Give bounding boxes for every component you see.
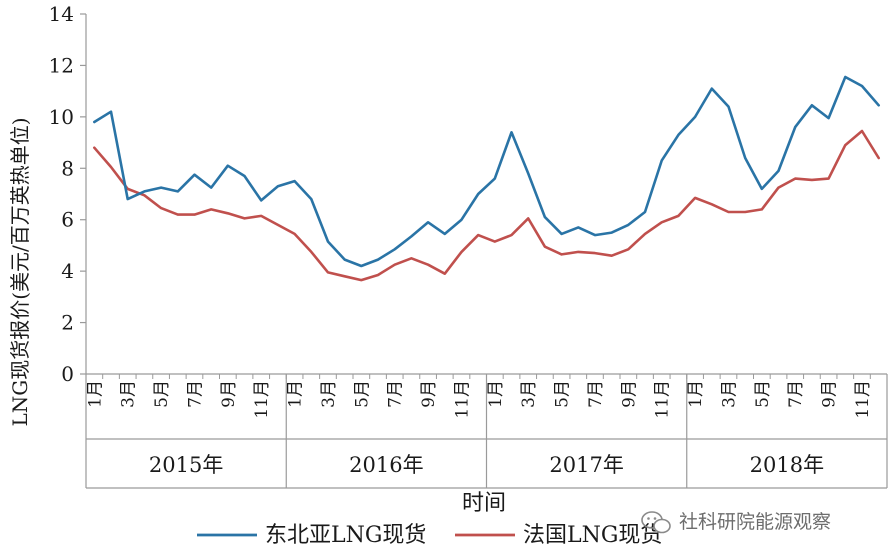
x-tick-label: 3月	[719, 380, 739, 408]
x-tick-label: 1月	[686, 380, 706, 408]
x-tick-label: 3月	[519, 380, 539, 408]
series-line	[93, 75, 881, 268]
x-tick-label: 7月	[586, 380, 606, 408]
wechat-icon	[641, 511, 671, 534]
x-tick-label: 11月	[853, 380, 873, 419]
y-tick-label: 4	[61, 259, 74, 283]
x-tick-label: 5月	[753, 380, 773, 408]
year-label: 2015年	[149, 453, 223, 477]
x-tick-label: 9月	[820, 380, 840, 408]
year-label: 2017年	[549, 453, 623, 477]
series-lines	[93, 75, 881, 282]
y-tick-label: 10	[49, 105, 74, 129]
x-tick-label: 1月	[486, 380, 506, 408]
y-tick-label: 2	[61, 311, 74, 335]
y-tick-label: 0	[61, 362, 74, 386]
legend-label: 法国LNG现货	[523, 523, 662, 548]
axes	[85, 14, 888, 489]
x-tick-label: 11月	[653, 380, 673, 419]
y-ticks: 0 2 4 6 8 10 12 14	[49, 2, 86, 386]
x-ticks: 1月 3月 5月 7月 9月 11月 2015年 1月 3月 5月 7月 9月 11月 2016年 1月 3月…	[85, 380, 873, 477]
year-label: 2016年	[349, 453, 423, 477]
x-tick-label: 7月	[386, 380, 406, 408]
x-tick-label: 7月	[185, 380, 205, 408]
x-tick-label: 11月	[252, 380, 272, 419]
x-tick-label: 5月	[553, 380, 573, 408]
y-tick-label: 8	[61, 156, 74, 180]
x-tick-label: 3月	[319, 380, 339, 408]
x-tick-label: 9月	[419, 380, 439, 408]
x-tick-label: 9月	[619, 380, 639, 408]
series-line	[93, 129, 881, 282]
year-label: 2018年	[750, 453, 824, 477]
x-tick-label: 9月	[219, 380, 239, 408]
watermark: 社科研院能源观察	[641, 511, 831, 534]
x-axis-label: 时间	[462, 491, 506, 516]
x-tick-label: 1月	[286, 380, 306, 408]
watermark-text: 社科研院能源观察	[679, 511, 831, 533]
x-tick-label: 1月	[85, 380, 105, 408]
x-tick-label: 3月	[119, 380, 139, 408]
y-tick-label: 14	[49, 2, 74, 26]
legend: 东北亚LNG现货 法国LNG现货	[197, 523, 662, 548]
legend-label: 东北亚LNG现货	[265, 523, 426, 548]
x-tick-label: 7月	[786, 380, 806, 408]
y-axis-label: LNG现货报价(美元/百万英热单位)	[8, 117, 32, 426]
x-tick-label: 11月	[452, 380, 472, 419]
x-tick-label: 5月	[152, 380, 172, 408]
x-tick-label: 5月	[352, 380, 372, 408]
y-tick-label: 6	[61, 208, 74, 232]
y-tick-label: 12	[49, 53, 74, 77]
